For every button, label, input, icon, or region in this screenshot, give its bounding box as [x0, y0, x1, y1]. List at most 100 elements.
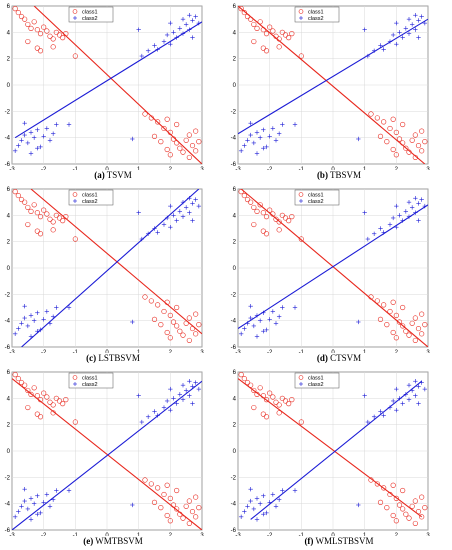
legend-class2-label: class2: [82, 199, 98, 205]
class1-hyperplane: [238, 378, 422, 518]
class1-point: [263, 414, 270, 420]
class1-point: [193, 148, 199, 154]
class2-point: [190, 18, 195, 23]
class2-point: [22, 498, 27, 504]
class1-point: [260, 411, 266, 417]
class1-point: [25, 21, 31, 28]
class1-hyperplane: [12, 378, 202, 530]
class1-point: [390, 146, 396, 153]
class1-point: [409, 137, 415, 143]
class1-point: [53, 212, 59, 218]
class1-hyperplane: [30, 189, 202, 335]
class1-point: [267, 207, 273, 213]
class1-point: [50, 227, 56, 233]
y-tick-label: 6: [233, 370, 237, 376]
class1-point: [186, 132, 192, 138]
class2-point: [161, 405, 167, 410]
class1-point: [374, 481, 380, 487]
class2-point: [267, 134, 272, 139]
x-tick-label: -1: [73, 167, 79, 170]
class2-point: [397, 30, 402, 35]
class2-point: [164, 32, 170, 38]
class2-point: [276, 314, 282, 319]
class2-point: [400, 35, 405, 40]
class2-point: [419, 197, 424, 202]
x-tick-label: 1: [363, 167, 367, 170]
class1-point: [164, 146, 170, 153]
class1-point: [161, 308, 167, 315]
class2-point: [254, 496, 260, 501]
class2-point: [245, 138, 250, 143]
class2-point: [35, 512, 40, 517]
class1-point: [12, 189, 18, 195]
class2-point: [362, 393, 367, 398]
class1-point: [412, 337, 418, 344]
class2-point: [177, 26, 183, 31]
class1-point: [279, 29, 285, 35]
class1-point: [50, 219, 56, 225]
y-tick-label: 2: [7, 57, 11, 63]
class2-point: [136, 210, 141, 215]
class1-point: [37, 231, 44, 237]
x-tick-label: 0: [331, 167, 335, 170]
class2-point: [171, 30, 176, 35]
caption-name: CTSVM: [327, 353, 362, 363]
class2-point: [168, 41, 173, 47]
class2-point: [390, 215, 396, 221]
class1-point: [396, 319, 403, 325]
class1-point: [34, 45, 40, 51]
class2-point: [276, 497, 282, 502]
x-tick-label: -2: [41, 167, 47, 170]
class1-point: [381, 119, 387, 125]
class2-point: [35, 310, 40, 315]
class1-point: [263, 214, 270, 220]
class2-point: [416, 35, 421, 40]
class2-point: [365, 236, 371, 242]
x-tick-label: -3: [9, 533, 15, 536]
class1-point: [419, 514, 425, 520]
class1-point: [381, 302, 387, 308]
class1-point: [254, 25, 260, 31]
class1-point: [22, 199, 28, 205]
class2-point: [193, 197, 198, 202]
legend-class2-marker: [73, 16, 77, 20]
class1-point: [251, 221, 257, 228]
class1-point: [409, 320, 415, 326]
x-tick-label: 3: [426, 167, 430, 170]
x-tick-label: -2: [267, 533, 273, 536]
class1-point: [412, 520, 418, 527]
class1-point: [155, 485, 161, 491]
y-tick-label: -6: [231, 162, 237, 168]
class1-point: [406, 332, 412, 338]
class1-point: [282, 32, 289, 38]
y-tick-label: 4: [7, 30, 11, 36]
class2-point: [273, 504, 279, 509]
class1-point: [183, 137, 189, 143]
class1-point: [47, 216, 53, 222]
class2-point: [145, 48, 151, 53]
class2-point: [245, 504, 250, 509]
x-tick-label: -3: [235, 350, 241, 353]
class1-point: [387, 308, 393, 315]
class1-point: [180, 149, 186, 155]
class1-point: [193, 128, 199, 134]
class1-point: [31, 19, 37, 25]
class1-point: [257, 385, 263, 391]
class1-point: [167, 152, 173, 158]
class1-point: [384, 322, 390, 328]
y-tick-label: 2: [7, 423, 11, 429]
class1-point: [387, 125, 393, 132]
class2-point: [25, 323, 31, 329]
y-tick-label: 2: [233, 240, 237, 246]
class1-point: [244, 196, 251, 203]
x-tick-label: 0: [105, 533, 109, 536]
class2-point: [187, 393, 192, 398]
class2-point: [19, 321, 24, 326]
class2-point: [409, 205, 415, 210]
class1-point: [390, 329, 396, 336]
class1-point: [390, 116, 396, 122]
class1-point: [155, 119, 161, 125]
y-tick-label: 2: [233, 57, 237, 63]
class2-point: [12, 514, 18, 520]
class1-point: [50, 402, 56, 408]
